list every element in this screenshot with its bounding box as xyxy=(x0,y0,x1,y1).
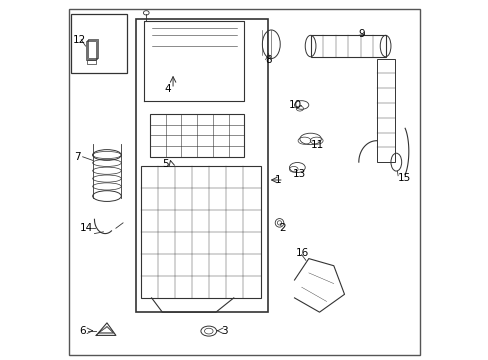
Text: 15: 15 xyxy=(397,173,410,183)
Bar xyxy=(87,39,98,58)
Bar xyxy=(149,114,244,157)
Text: 8: 8 xyxy=(264,55,271,65)
Text: 10: 10 xyxy=(288,100,302,110)
Text: 5: 5 xyxy=(162,159,169,169)
Bar xyxy=(85,41,96,60)
Text: 4: 4 xyxy=(164,84,170,94)
Bar xyxy=(310,35,385,57)
Text: 9: 9 xyxy=(358,28,365,39)
Polygon shape xyxy=(144,21,244,102)
Text: 13: 13 xyxy=(292,168,305,179)
Text: 12: 12 xyxy=(72,35,85,45)
Bar xyxy=(135,19,267,312)
Bar xyxy=(87,60,96,64)
Text: 6: 6 xyxy=(80,326,86,336)
Text: 2: 2 xyxy=(279,223,285,233)
Bar xyxy=(141,166,260,298)
Bar xyxy=(376,59,394,162)
Bar xyxy=(71,14,126,73)
Bar xyxy=(86,40,97,59)
Text: 14: 14 xyxy=(80,223,93,233)
Text: 1: 1 xyxy=(274,175,281,185)
Text: 16: 16 xyxy=(296,248,309,258)
Text: 7: 7 xyxy=(74,152,80,162)
Text: 11: 11 xyxy=(310,140,323,150)
Text: 3: 3 xyxy=(221,326,227,336)
